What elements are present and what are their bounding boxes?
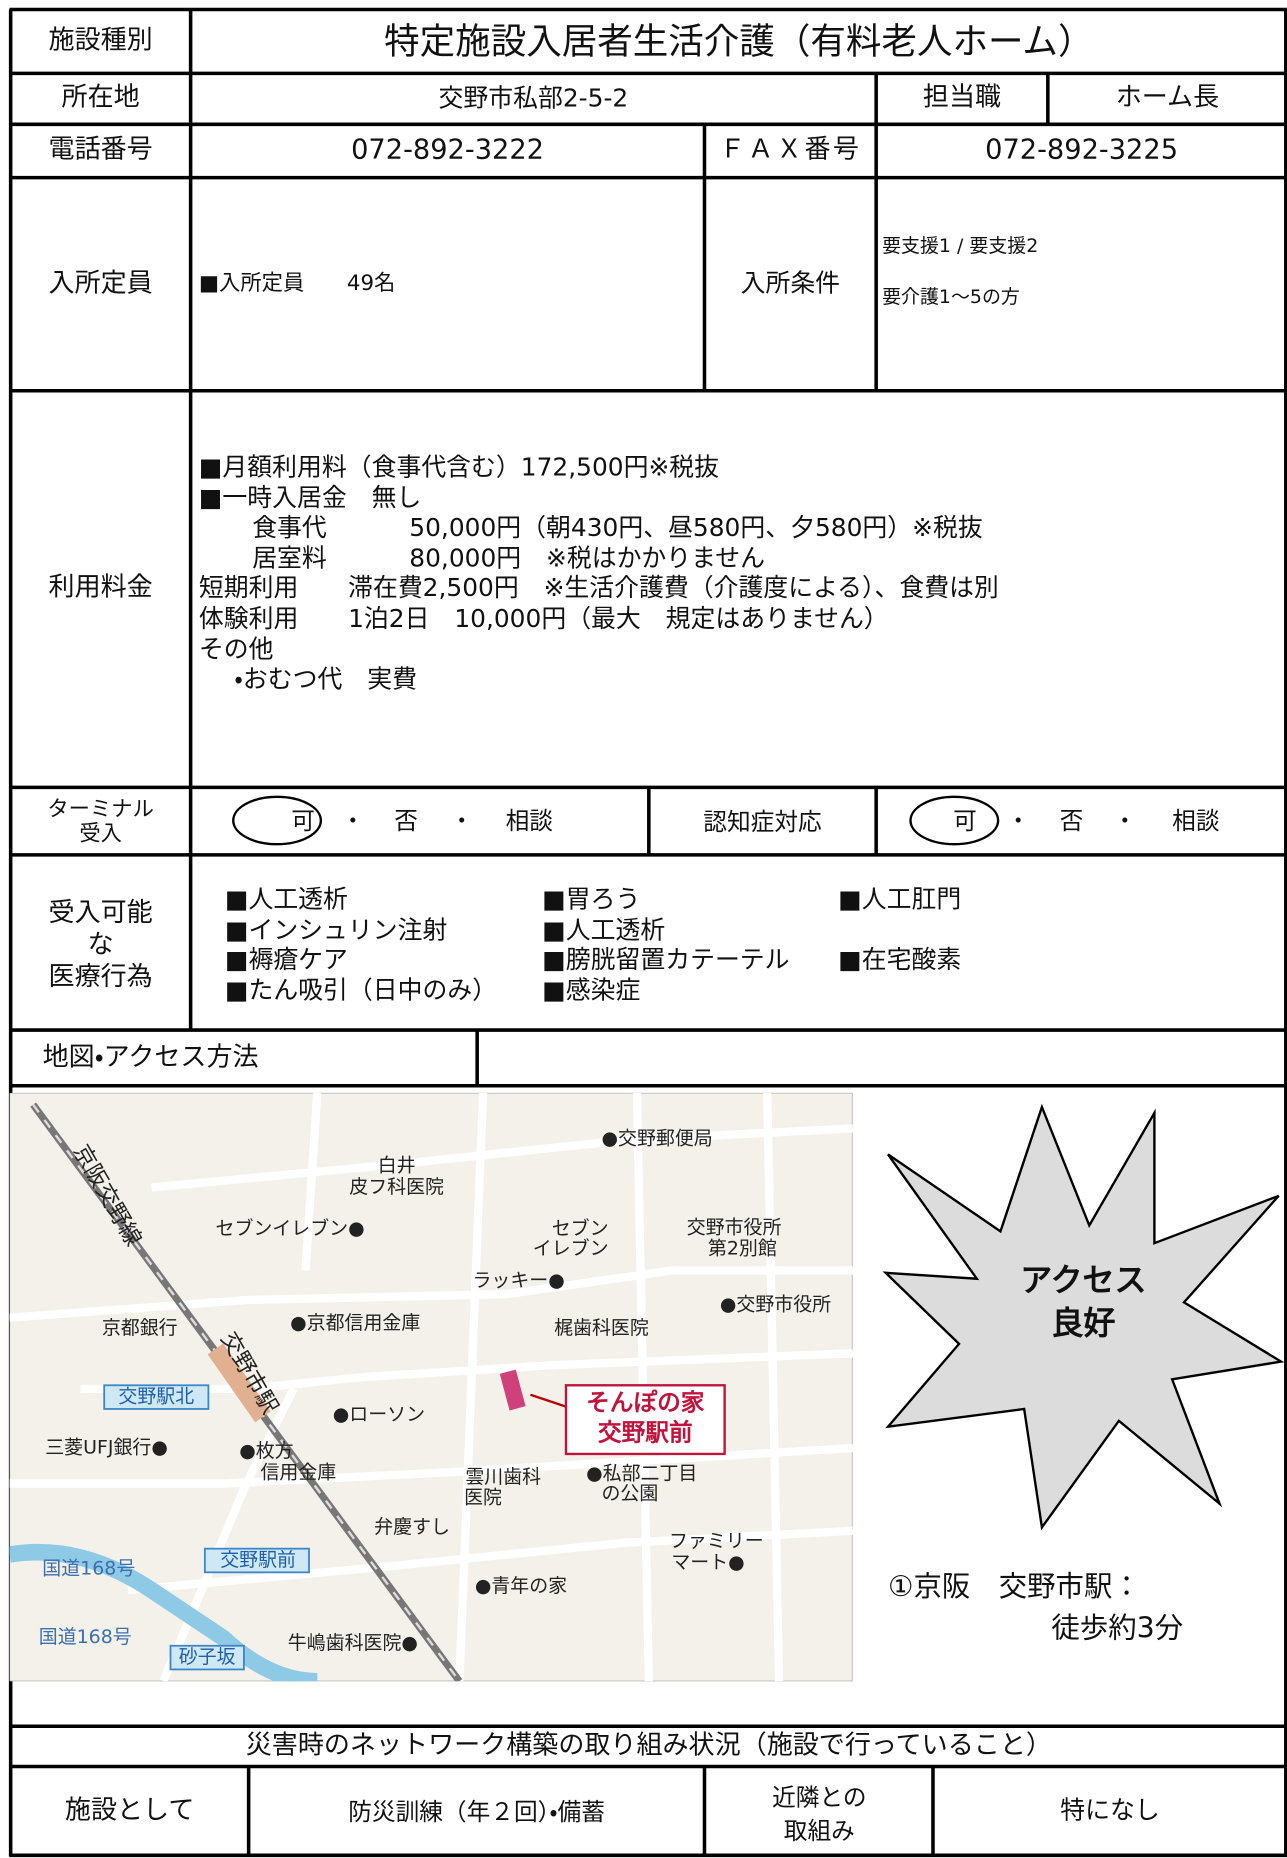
access: ①京阪 交野市駅：: [888, 1569, 1141, 1604]
condition: 要支援1 / 要支援2: [882, 234, 1039, 257]
label: 受入可能: [48, 898, 153, 929]
medical-item: ■膀胱留置カテーテル: [542, 945, 790, 974]
map-label: セブンイレブン●: [216, 1216, 365, 1239]
option: 相談: [505, 806, 553, 835]
map-label: 国道168号: [42, 1557, 135, 1579]
map-label: 雲川歯科: [465, 1466, 541, 1488]
medical-item: ■インシュリン注射: [224, 915, 448, 944]
callout: 交野駅前: [598, 1418, 693, 1446]
label: 認知症対応: [703, 806, 822, 836]
label: 入所定員: [48, 268, 153, 299]
value: 防災訓練（年２回）・備蓄: [348, 1797, 605, 1826]
medical-item: ■人工肛門: [838, 885, 962, 914]
value: 特定施設入居者生活介護（有料老人ホーム）: [384, 20, 1094, 63]
option: 可: [953, 806, 977, 835]
medical-item: ■たん吸引（日中のみ）: [224, 975, 498, 1005]
map-label: ●京都信用金庫: [290, 1312, 420, 1334]
option: 可: [291, 806, 315, 835]
map-label: 牛嶋歯科医院●: [288, 1632, 418, 1654]
label: 入所条件: [740, 269, 841, 298]
option: 相談: [1172, 806, 1220, 835]
map-label: 皮フ科医院: [349, 1176, 444, 1198]
map-label: ●枚方: [239, 1440, 293, 1462]
label: 所在地: [61, 83, 140, 113]
medical-item: ■褥瘡ケア: [224, 945, 348, 974]
section-label: 地図・アクセス方法: [42, 1043, 259, 1073]
map-label: 三菱UFJ銀行●: [45, 1437, 168, 1459]
value: ホーム長: [1115, 83, 1220, 113]
label: 利用料金: [48, 573, 153, 604]
map-label: 交野駅北: [118, 1386, 194, 1408]
fee-line: ■月額利用料（食事代含む）172,500円※税抜: [198, 452, 720, 482]
map-label: 交野駅前: [220, 1549, 296, 1571]
label: 取組み: [783, 1816, 855, 1845]
map-label: の公園: [601, 1483, 658, 1505]
fee-line: 居室料 80,000円 ※税はかかりません: [252, 543, 766, 573]
label: ターミナル: [47, 796, 154, 822]
option: 否: [1059, 806, 1084, 835]
map-label: ●ローソン: [333, 1403, 425, 1425]
access: 徒歩約3分: [1051, 1611, 1184, 1645]
label: 医療行為: [48, 962, 153, 993]
map-label: 第2別館: [708, 1238, 777, 1260]
map-label: 医院: [464, 1486, 502, 1508]
label: 電話番号: [48, 135, 153, 166]
map-label: 白井: [378, 1155, 416, 1177]
map-label: マート●: [671, 1551, 744, 1573]
medical-item: ■人工透析: [542, 915, 666, 944]
medical-item: ■人工透析: [224, 885, 348, 914]
map-label: イレブン: [533, 1237, 609, 1260]
burst-text: アクセス: [1020, 1262, 1147, 1300]
value: ■入所定員 49名: [198, 271, 396, 296]
fee-line: ■一時入居金 無し: [198, 483, 422, 512]
value: 特になし: [1060, 1796, 1160, 1826]
value: 072-892-3222: [351, 134, 545, 166]
map-label: 交野市役所: [687, 1216, 782, 1238]
medical-item: ■胃ろう: [542, 885, 641, 914]
medical-item: ■感染症: [542, 975, 641, 1005]
medical-item: ■在宅酸素: [838, 945, 962, 974]
map-label: ●交野郵便局: [602, 1128, 713, 1150]
map-label: 国道168号: [39, 1626, 132, 1648]
fee-line: 短期利用 滞在費2,500円 ※生活介護費（介護度による）、食費は別: [198, 574, 999, 603]
option: ・: [449, 806, 474, 835]
label: 近隣との: [772, 1783, 867, 1812]
value: 072-892-3225: [985, 134, 1179, 166]
option: ・: [340, 806, 365, 835]
fee-line: 体験利用 1泊2日 10,000円（最大 規定はありません）: [198, 604, 889, 633]
label: ＦＡＸ番号: [719, 135, 862, 166]
map-label: ●私部二丁目: [586, 1463, 697, 1485]
map-label: 弁慶すし: [374, 1516, 450, 1538]
option: ・: [1006, 806, 1031, 835]
map-label: ファミリー: [669, 1530, 764, 1552]
label: 施設として: [64, 1796, 195, 1826]
map-label: 信用金庫: [260, 1461, 336, 1483]
burst-text: 良好: [1051, 1305, 1116, 1343]
section-title: 災害時のネットワーク構築の取り組み状況（施設で行っていること）: [245, 1731, 1052, 1761]
map-label: 砂子坂: [179, 1646, 236, 1668]
map-label: 梶歯科医院: [554, 1317, 649, 1339]
map-label: セブン: [552, 1216, 609, 1239]
label: 施設種別: [48, 25, 153, 56]
value: 交野市私部2-5-2: [438, 84, 629, 113]
fee-line: 食事代 50,000円（朝430円、昼580円、夕580円）※税抜: [252, 513, 983, 542]
label: 担当職: [922, 83, 1002, 113]
label: 受入: [79, 821, 122, 847]
map-label: ●青年の家: [475, 1575, 567, 1597]
option: ・: [1112, 806, 1137, 835]
callout: そんぽの家: [586, 1389, 705, 1417]
map-label: ●交野市役所: [720, 1293, 831, 1315]
option: 否: [394, 806, 418, 835]
map-label: 京都銀行: [102, 1317, 178, 1339]
condition: 要介護1～5の方: [882, 285, 1020, 308]
fee-line: ・おむつ代 実費: [234, 665, 417, 694]
map-label: ラッキー●: [472, 1270, 564, 1292]
label: な: [87, 930, 114, 961]
fee-line: その他: [198, 634, 274, 664]
